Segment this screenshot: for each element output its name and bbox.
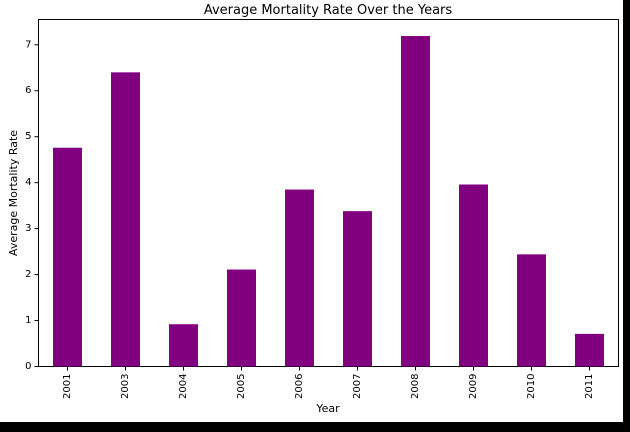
- bar-2010: [517, 254, 546, 367]
- x-axis-label: Year: [315, 402, 340, 415]
- x-tick-label-2006: 2006: [294, 374, 305, 399]
- x-tick-label-2009: 2009: [468, 374, 479, 399]
- bar-2011: [575, 333, 604, 367]
- y-axis-ticks: 0 1 2 3 4 5 6 7: [25, 39, 39, 372]
- y-tick-label-7: 7: [25, 39, 31, 50]
- bar-2008: [401, 36, 430, 367]
- y-tick-label-4: 4: [25, 177, 31, 188]
- x-tick-label-2004: 2004: [178, 374, 189, 399]
- y-tick-label-0: 0: [25, 361, 31, 372]
- bar-2006: [285, 189, 314, 367]
- y-tick-label-2: 2: [25, 269, 31, 280]
- bar-2005: [227, 269, 256, 367]
- bar-2009: [459, 184, 488, 367]
- x-tick-label-2007: 2007: [352, 374, 363, 399]
- x-tick-label-2001: 2001: [62, 374, 73, 399]
- bar-2004: [169, 324, 198, 367]
- y-axis-label: Average Mortality Rate: [7, 130, 20, 256]
- x-tick-label-2010: 2010: [526, 374, 537, 399]
- x-axis-ticks: 2001 2003 2004 2005 2006 2007 2008 2009 2010 2011: [62, 366, 595, 399]
- chart-title: Average Mortality Rate Over the Years: [204, 3, 453, 18]
- y-tick-label-6: 6: [25, 85, 31, 96]
- bar-2003: [111, 72, 140, 367]
- bar-2001: [53, 147, 82, 367]
- x-tick-label-2008: 2008: [410, 374, 421, 399]
- bar-2007: [343, 211, 372, 367]
- x-tick-label-2003: 2003: [120, 374, 131, 399]
- y-tick-label-5: 5: [25, 131, 31, 142]
- y-tick-label-3: 3: [25, 223, 31, 234]
- x-tick-label-2011: 2011: [584, 374, 595, 399]
- y-tick-label-1: 1: [25, 315, 31, 326]
- bars-group: [53, 36, 604, 367]
- x-tick-label-2005: 2005: [236, 374, 247, 399]
